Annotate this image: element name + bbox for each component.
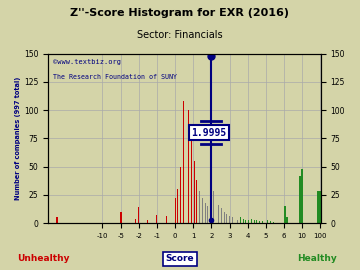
- Bar: [262, 221, 263, 223]
- Text: Z''-Score Histogram for EXR (2016): Z''-Score Histogram for EXR (2016): [71, 8, 289, 18]
- Bar: [259, 221, 260, 223]
- Bar: [177, 189, 178, 223]
- Bar: [166, 216, 167, 223]
- Text: ©www.textbiz.org: ©www.textbiz.org: [53, 59, 121, 65]
- Text: The Research Foundation of SUNY: The Research Foundation of SUNY: [53, 74, 177, 80]
- Bar: [232, 217, 233, 223]
- Text: Healthy: Healthy: [297, 254, 337, 263]
- Text: 1.9995: 1.9995: [191, 128, 226, 138]
- Bar: [204, 203, 206, 223]
- Bar: [248, 220, 249, 223]
- Bar: [191, 138, 192, 223]
- Text: Score: Score: [166, 254, 194, 263]
- Bar: [120, 212, 122, 223]
- Bar: [229, 216, 230, 223]
- Text: Unhealthy: Unhealthy: [17, 254, 69, 263]
- Bar: [299, 176, 301, 223]
- Bar: [199, 191, 200, 223]
- Bar: [251, 218, 252, 223]
- Bar: [207, 206, 208, 223]
- Bar: [138, 207, 139, 223]
- Bar: [273, 222, 274, 223]
- Bar: [224, 212, 225, 223]
- Bar: [240, 217, 241, 223]
- Bar: [254, 220, 255, 223]
- Bar: [194, 161, 195, 223]
- Bar: [183, 101, 184, 223]
- Bar: [221, 208, 222, 223]
- Y-axis label: Number of companies (997 total): Number of companies (997 total): [15, 77, 21, 200]
- Bar: [210, 217, 211, 223]
- Bar: [284, 206, 286, 223]
- Bar: [135, 218, 136, 223]
- Bar: [256, 220, 257, 223]
- Bar: [317, 191, 324, 223]
- Text: Sector: Financials: Sector: Financials: [137, 30, 223, 40]
- Bar: [147, 220, 148, 223]
- Bar: [243, 218, 244, 223]
- Bar: [56, 217, 58, 223]
- Bar: [180, 167, 181, 223]
- Bar: [301, 169, 303, 223]
- Bar: [175, 198, 176, 223]
- Bar: [185, 74, 186, 223]
- Bar: [202, 198, 203, 223]
- Bar: [188, 110, 189, 223]
- Bar: [237, 220, 238, 223]
- Bar: [267, 220, 268, 223]
- Bar: [218, 205, 219, 223]
- Bar: [226, 214, 227, 223]
- Bar: [287, 217, 288, 223]
- Bar: [213, 191, 214, 223]
- Bar: [270, 221, 271, 223]
